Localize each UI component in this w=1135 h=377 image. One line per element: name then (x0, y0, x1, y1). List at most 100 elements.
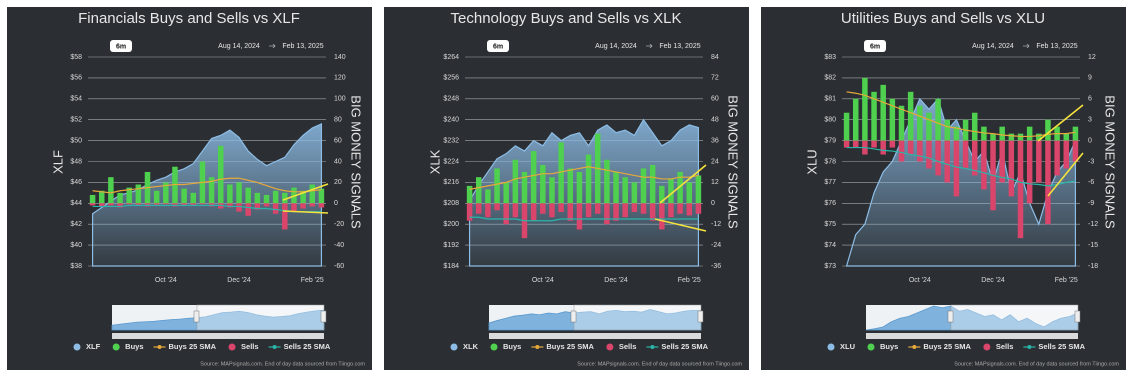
signal-bar (871, 140, 877, 148)
navigator-handle[interactable] (193, 310, 200, 323)
range-button[interactable] (110, 40, 132, 52)
legend-label[interactable]: Buys (880, 342, 898, 351)
signal-bar (217, 145, 224, 204)
legend-label[interactable]: Sells 25 SMA (661, 342, 708, 351)
y-tick-label: $83 (824, 54, 836, 61)
y-tick-label: $82 (824, 75, 836, 82)
y-tick-label: $232 (443, 137, 459, 144)
legend-label[interactable]: Sells (619, 342, 637, 351)
signal-bar (530, 151, 537, 204)
trend-line (1037, 104, 1084, 142)
chart-panel: Technology Buys and Sells vs XLK 6m Aug 14… (384, 7, 749, 370)
navigator-handle[interactable] (570, 310, 577, 323)
signal-bar (530, 203, 537, 221)
legend-label[interactable]: Buys 25 SMA (923, 342, 971, 351)
chart-title: Technology Buys and Sells vs XLK (451, 10, 682, 27)
signal-bar (1054, 140, 1060, 176)
signal-bar (1008, 133, 1015, 141)
signal-bar (622, 203, 628, 218)
signal-bar (907, 140, 914, 155)
y2-axis-title: BIG MONEY SIGNALS (349, 95, 364, 229)
signal-bar (1017, 133, 1024, 141)
y2-tick-label: 20 (334, 179, 342, 186)
y-tick-label: $44 (70, 200, 82, 207)
y-tick-label: $78 (824, 158, 836, 165)
scrollbar (489, 333, 701, 339)
signal-bar (512, 159, 519, 204)
signal-bar (631, 203, 638, 213)
y-tick-label: $50 (70, 137, 82, 144)
y-tick-label: $184 (443, 263, 459, 270)
navigator-handle[interactable] (320, 310, 327, 323)
signal-bar (1045, 119, 1051, 141)
x-tick-label: Oct '24 (532, 277, 554, 284)
x-tick-label: Oct '24 (155, 277, 177, 284)
y2-tick-label: 3 (1088, 117, 1092, 124)
legend-label[interactable]: Buys 25 SMA (546, 342, 594, 351)
scrollbar (866, 333, 1078, 339)
signal-bar (475, 203, 482, 214)
signal-bar (1036, 133, 1042, 141)
signal-bar (999, 126, 1005, 141)
x-tick-label: Feb '25 (678, 277, 701, 284)
signal-bar (852, 140, 859, 148)
navigator-area (865, 305, 1079, 331)
signal-bar (1036, 140, 1042, 183)
navigator-handle[interactable] (697, 310, 704, 323)
legend-label[interactable]: XLK (463, 342, 479, 351)
signal-bar (494, 203, 500, 211)
price-area (91, 122, 323, 267)
navigator-handle[interactable] (1074, 310, 1081, 323)
y2-tick-label: 40 (334, 158, 342, 165)
legend-label[interactable]: XLU (840, 342, 855, 351)
legend-label[interactable]: Buys (503, 342, 521, 351)
signal-bar (540, 164, 546, 204)
signal-bar (631, 182, 638, 204)
legend-marker (228, 343, 236, 351)
signal-bar (181, 188, 187, 204)
signal-bar (254, 192, 261, 204)
start-date: Aug 14, 2024 (972, 43, 1014, 50)
signal-bar (981, 140, 987, 190)
legend-label[interactable]: Sells (996, 342, 1014, 351)
trend-line (282, 210, 329, 214)
range-button[interactable] (864, 40, 886, 52)
navigator-area (488, 309, 702, 331)
signal-bar (98, 203, 105, 207)
y2-tick-label: 12 (711, 179, 719, 186)
signal-bar (898, 140, 905, 162)
y2-tick-label: 120 (334, 75, 346, 82)
signal-bar (163, 182, 169, 204)
signal-bar (309, 203, 316, 207)
end-date: Feb 13, 2025 (1036, 43, 1077, 50)
y-tick-label: $77 (824, 179, 836, 186)
legend-label[interactable]: Buys (125, 342, 143, 351)
signal-bar (668, 203, 674, 218)
y2-axis-title: BIG MONEY SIGNALS (726, 95, 741, 229)
sma-line (846, 146, 1076, 187)
signal-bar (117, 203, 123, 208)
signal-bar (549, 177, 555, 204)
source-note: Source: MAPsignals.com. End of day data … (577, 361, 742, 367)
legend-marker (912, 345, 917, 349)
range-button[interactable] (487, 40, 509, 52)
legend-label[interactable]: Sells 25 SMA (284, 342, 331, 351)
legend-label[interactable]: Buys 25 SMA (169, 342, 217, 351)
legend-label[interactable]: XLF (86, 342, 101, 351)
sma-line (92, 177, 322, 194)
signal-bar (98, 190, 105, 204)
signal-bar (254, 203, 261, 210)
signal-bar (917, 140, 923, 162)
y-axis-title: XLK (427, 149, 442, 174)
signal-bar (567, 203, 574, 221)
y-tick-label: $256 (443, 75, 459, 82)
y2-tick-label: -36 (711, 263, 721, 270)
source-note: Source: MAPsignals.com. End of day data … (200, 361, 365, 367)
signal-bar (677, 171, 683, 204)
y-tick-label: $208 (443, 200, 459, 207)
legend-marker (867, 343, 875, 351)
legend-label[interactable]: Sells (241, 342, 259, 351)
signal-bar (126, 203, 132, 205)
legend-label[interactable]: Sells 25 SMA (1038, 342, 1085, 351)
navigator-handle[interactable] (947, 310, 954, 323)
